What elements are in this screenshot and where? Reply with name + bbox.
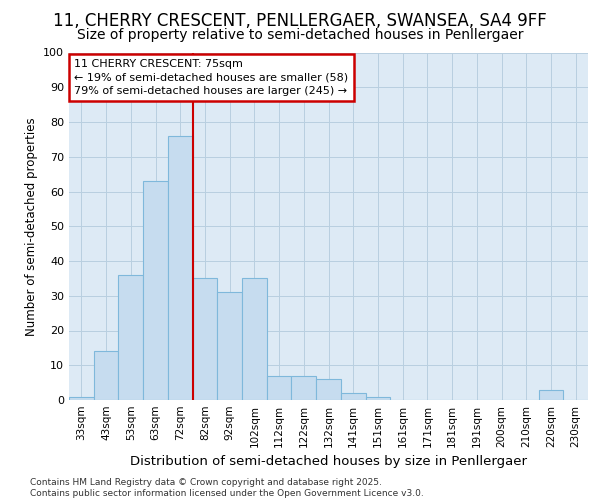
Text: 11 CHERRY CRESCENT: 75sqm
← 19% of semi-detached houses are smaller (58)
79% of : 11 CHERRY CRESCENT: 75sqm ← 19% of semi-… bbox=[74, 60, 349, 96]
Y-axis label: Number of semi-detached properties: Number of semi-detached properties bbox=[25, 117, 38, 336]
Bar bbox=[168, 136, 193, 400]
Bar bbox=[143, 181, 168, 400]
Bar bbox=[341, 393, 365, 400]
Text: Size of property relative to semi-detached houses in Penllergaer: Size of property relative to semi-detach… bbox=[77, 28, 523, 42]
Bar bbox=[365, 396, 390, 400]
Bar bbox=[267, 376, 292, 400]
Bar bbox=[316, 379, 341, 400]
Bar bbox=[292, 376, 316, 400]
Bar bbox=[217, 292, 242, 400]
Bar bbox=[94, 352, 118, 400]
Bar bbox=[193, 278, 217, 400]
Bar bbox=[118, 275, 143, 400]
Bar bbox=[242, 278, 267, 400]
Bar bbox=[69, 396, 94, 400]
Text: Contains HM Land Registry data © Crown copyright and database right 2025.
Contai: Contains HM Land Registry data © Crown c… bbox=[30, 478, 424, 498]
X-axis label: Distribution of semi-detached houses by size in Penllergaer: Distribution of semi-detached houses by … bbox=[130, 456, 527, 468]
Text: 11, CHERRY CRESCENT, PENLLERGAER, SWANSEA, SA4 9FF: 11, CHERRY CRESCENT, PENLLERGAER, SWANSE… bbox=[53, 12, 547, 30]
Bar bbox=[539, 390, 563, 400]
